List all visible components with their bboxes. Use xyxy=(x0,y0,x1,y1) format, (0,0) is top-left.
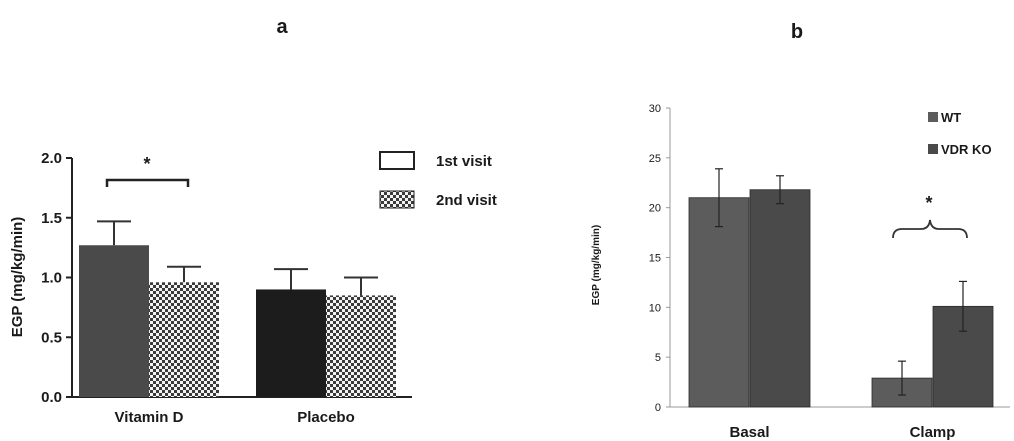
panel-b-y-tick-label: 5 xyxy=(655,352,661,364)
panel-b-y-tick-label: 0 xyxy=(655,402,661,414)
panel-a-category-label: Placebo xyxy=(297,409,355,426)
panel-a-significance-star: * xyxy=(143,154,150,174)
panel-a-y-axis-label: EGP (mg/kg/min) xyxy=(9,217,26,338)
legend-swatch-1st-visit xyxy=(379,151,415,170)
legend-swatch-wt xyxy=(928,112,938,122)
legend-label-2nd-visit: 2nd visit xyxy=(436,192,497,209)
panel-a-bar-2nd-visit xyxy=(149,282,219,397)
panel-a-y-tick-label: 0.0 xyxy=(41,389,62,406)
panel-a-bar-1st-visit xyxy=(256,289,326,397)
legend-label-vdr-ko: VDR KO xyxy=(941,142,992,157)
panel-b-significance-star: * xyxy=(925,193,932,213)
legend-swatch-vdr-ko xyxy=(928,144,938,154)
legend-label-1st-visit: 1st visit xyxy=(436,153,492,170)
panel-b-y-axis-label: EGP (mg/kg/min) xyxy=(591,225,602,305)
panel-b-category-label: Clamp xyxy=(910,424,956,441)
panel-b-label: b xyxy=(791,21,803,43)
legend-label-wt: WT xyxy=(941,110,961,125)
panel-b-category-label: Basal xyxy=(729,424,769,441)
panel-a-bar-2nd-visit xyxy=(326,295,396,397)
panel-a-y-tick-label: 1.5 xyxy=(41,210,62,227)
panel-a: a EGP (mg/kg/min) 0.0 0.5 1.0 1.5 2.0 Vitami… xyxy=(9,16,497,426)
panel-b-y-tick-label: 15 xyxy=(649,253,661,265)
panel-b-y-tick-label: 20 xyxy=(649,203,661,215)
panel-b-legend: WT VDR KO xyxy=(928,110,992,157)
panel-a-y-tick-label: 1.0 xyxy=(41,270,62,287)
panel-b-y-tick-label: 30 xyxy=(649,103,661,115)
legend-swatch-2nd-visit xyxy=(379,190,415,209)
panel-b-y-tick-label: 10 xyxy=(649,302,661,314)
panel-a-category-label: Vitamin D xyxy=(115,409,184,426)
panel-b: b EGP (mg/kg/min) 0 5 10 15 20 25 30 Basal Clam… xyxy=(591,21,1010,441)
panel-a-legend: 1st visit 2nd visit xyxy=(379,151,497,209)
panel-a-y-tick-label: 0.5 xyxy=(41,329,62,346)
panel-b-bar-wt xyxy=(688,197,750,408)
panel-a-label: a xyxy=(276,16,288,38)
panel-a-significance-bracket: * xyxy=(105,154,190,187)
panel-b-bar-vdr-ko xyxy=(749,189,811,408)
panel-b-significance-bracket: * xyxy=(892,193,968,239)
panel-a-y-tick-label: 2.0 xyxy=(41,150,62,167)
panel-a-bar-1st-visit xyxy=(79,245,149,397)
panel-b-y-tick-label: 25 xyxy=(649,153,661,165)
